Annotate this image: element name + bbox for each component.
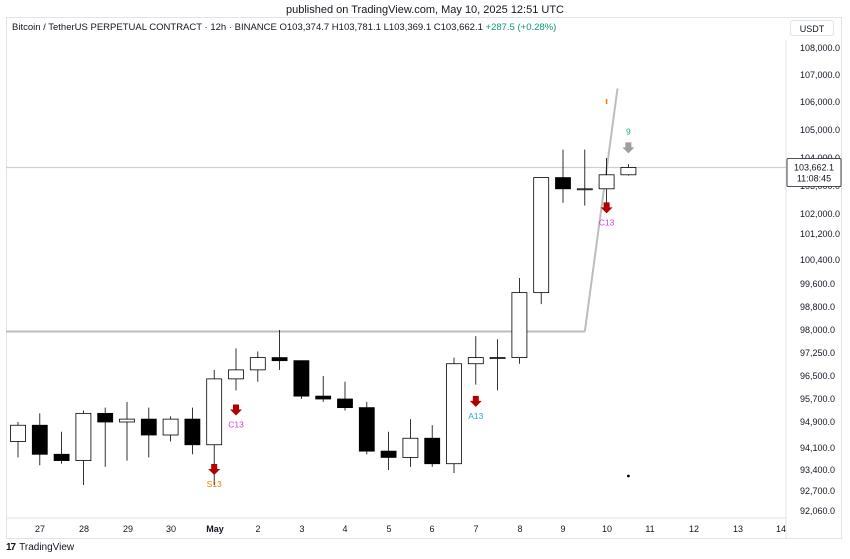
x-tick-label: 30 — [166, 524, 176, 534]
down-arrow-icon — [230, 404, 242, 416]
candle-down — [293, 360, 310, 397]
y-tick-label: 107,000.0 — [800, 70, 840, 80]
x-tick-label: 2 — [255, 524, 260, 534]
y-tick-label: 100,400.0 — [800, 255, 840, 265]
y-tick-label: 92,060.0 — [800, 506, 835, 516]
high-value: H103,781.1 — [331, 22, 381, 33]
x-tick-label: 12 — [689, 524, 699, 534]
signal-label: S13 — [207, 479, 222, 489]
candle-down — [53, 453, 70, 461]
y-tick-label: 94,100.0 — [800, 443, 835, 453]
tradingview-logo-icon: 17 — [6, 542, 16, 553]
published-note: published on TradingView.com, May 10, 20… — [285, 4, 565, 16]
open-value: O103,374.7 — [279, 22, 330, 33]
brand-name: TradingView — [19, 542, 75, 553]
candle-up — [228, 369, 244, 380]
x-tick-label: 4 — [342, 524, 347, 534]
low-value: L103,369.1 — [383, 22, 432, 33]
y-tick-label: 94,900.0 — [800, 417, 835, 427]
candle-up — [206, 378, 223, 446]
candle-down — [31, 424, 48, 455]
x-tick-label: 6 — [429, 524, 434, 534]
candle-up — [10, 424, 26, 442]
x-tick-label: 28 — [79, 524, 89, 534]
candle-up — [119, 418, 135, 423]
candle-up — [249, 357, 266, 371]
y-tick-label: 92,700.0 — [800, 486, 835, 496]
close-value: C103,662.1 — [433, 22, 483, 33]
candle-up — [598, 174, 615, 190]
y-tick-label: 96,500.0 — [800, 371, 835, 381]
candle-up — [576, 188, 593, 191]
chart-frame — [6, 17, 842, 539]
tradingview-footer: 17 TradingView — [6, 542, 74, 553]
candle-up — [511, 292, 528, 358]
signal-label: A13 — [468, 411, 483, 421]
y-tick-label: 99,600.0 — [800, 279, 835, 289]
y-tick-label: 105,000.0 — [800, 125, 840, 135]
change-value: +287.5 (+0.28%) — [485, 22, 557, 33]
down-arrow-icon — [600, 202, 613, 214]
x-tick-label: 11 — [645, 524, 654, 534]
x-tick-label: 9 — [560, 524, 565, 534]
y-tick-label: 102,000.0 — [800, 209, 840, 219]
candle-down — [140, 418, 157, 436]
dot-marker — [627, 474, 630, 478]
y-tick-label: 101,200.0 — [800, 229, 840, 239]
signal-label: C13 — [599, 217, 615, 227]
symbol-name[interactable]: Bitcoin / TetherUS PERPETUAL CONTRACT · … — [12, 22, 277, 33]
candle-down — [358, 407, 375, 452]
candle-down — [97, 412, 114, 423]
x-tick-label: 5 — [386, 524, 391, 534]
candle-down — [184, 418, 201, 446]
x-tick-label: 8 — [517, 524, 522, 534]
candle-up — [533, 177, 550, 294]
y-tick-label: 97,250.0 — [800, 348, 835, 358]
candle-down — [555, 177, 571, 190]
candle-down — [271, 357, 288, 362]
indicator-line-rise — [583, 88, 619, 332]
symbol-header: Bitcoin / TetherUS PERPETUAL CONTRACT · … — [12, 22, 556, 33]
y-tick-label: 98,000.0 — [800, 325, 835, 335]
y-tick-label: 108,000.0 — [800, 43, 840, 53]
candle-up — [75, 412, 92, 461]
x-tick-label: 10 — [602, 524, 612, 534]
candle-down — [337, 398, 353, 409]
y-tick-label: 104,000.0 — [800, 153, 840, 163]
grey-down-arrow-icon — [622, 142, 635, 154]
candle-up — [467, 357, 484, 365]
signal-label: C13 — [228, 420, 244, 430]
candle-up — [489, 357, 506, 360]
down-arrow-icon — [208, 464, 221, 475]
candle-up — [162, 418, 179, 436]
candle-down — [424, 437, 441, 465]
candle-up — [402, 437, 419, 458]
y-tick-label: 98,800.0 — [800, 302, 835, 312]
x-tick-label: May — [206, 524, 224, 534]
last-price-label: 103,662.1 — [794, 162, 834, 172]
x-tick-label: 3 — [299, 524, 304, 534]
currency-button[interactable]: USDT — [790, 20, 834, 36]
y-tick-label: 95,700.0 — [800, 394, 835, 404]
count-label: 9 — [626, 126, 631, 136]
last-price-tag — [786, 158, 842, 187]
x-tick-label: 29 — [123, 524, 133, 534]
candle-up — [446, 363, 462, 465]
y-tick-label: 93,400.0 — [800, 465, 835, 475]
candle-up — [620, 167, 637, 176]
down-arrow-icon — [469, 395, 482, 407]
x-tick-label: 13 — [733, 524, 743, 534]
y-tick-label: 106,000.0 — [800, 97, 840, 107]
x-tick-label: 27 — [35, 524, 45, 534]
x-tick-label: 7 — [473, 524, 478, 534]
x-tick-label: 14 — [776, 524, 786, 534]
candle-down — [380, 450, 397, 458]
candle-down — [315, 395, 332, 400]
countdown-label: 11:08:45 — [797, 173, 831, 183]
